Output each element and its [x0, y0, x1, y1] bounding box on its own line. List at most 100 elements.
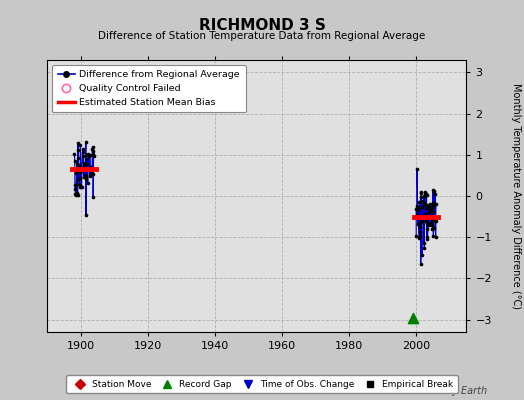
Point: [430, 188, 439, 194]
Point: [422, 205, 430, 211]
Point: [416, 229, 424, 236]
Point: [428, 217, 436, 224]
Point: [89, 153, 97, 159]
Point: [414, 212, 422, 219]
Point: [73, 167, 82, 174]
Point: [88, 171, 96, 178]
Point: [418, 204, 426, 210]
Point: [426, 201, 434, 207]
Point: [74, 140, 82, 146]
Point: [431, 218, 439, 224]
Point: [76, 142, 84, 149]
Point: [416, 233, 424, 240]
Point: [76, 169, 84, 176]
Point: [417, 261, 425, 267]
Y-axis label: Monthly Temperature Anomaly Difference (°C): Monthly Temperature Anomaly Difference (…: [511, 83, 521, 309]
Point: [423, 236, 432, 243]
Point: [89, 194, 97, 200]
Point: [73, 192, 82, 198]
Point: [415, 235, 423, 242]
Point: [420, 193, 428, 200]
Point: [420, 200, 429, 206]
Point: [82, 175, 90, 182]
Point: [425, 222, 433, 228]
Point: [429, 199, 437, 206]
Point: [89, 150, 97, 157]
Point: [428, 222, 436, 228]
Point: [428, 226, 436, 232]
Text: Berkeley Earth: Berkeley Earth: [415, 386, 487, 396]
Point: [86, 170, 95, 176]
Point: [73, 189, 81, 196]
Point: [75, 162, 83, 168]
Point: [71, 182, 79, 188]
Point: [414, 204, 422, 210]
Point: [426, 213, 434, 219]
Point: [77, 167, 85, 174]
Point: [81, 171, 89, 178]
Point: [415, 206, 423, 212]
Point: [429, 209, 437, 215]
Point: [78, 184, 86, 190]
Point: [425, 203, 433, 210]
Point: [71, 186, 79, 192]
Point: [72, 192, 80, 198]
Point: [73, 181, 81, 188]
Point: [80, 163, 89, 169]
Point: [413, 207, 422, 213]
Point: [427, 220, 435, 226]
Point: [74, 177, 82, 183]
Point: [424, 209, 433, 215]
Point: [414, 221, 422, 227]
Point: [430, 225, 439, 232]
Point: [427, 204, 435, 210]
Point: [417, 193, 425, 200]
Point: [422, 192, 431, 198]
Point: [422, 220, 431, 227]
Point: [419, 240, 428, 246]
Point: [80, 173, 89, 180]
Point: [75, 184, 84, 190]
Point: [423, 219, 431, 226]
Point: [85, 172, 94, 179]
Point: [413, 166, 421, 172]
Point: [413, 215, 422, 221]
Point: [412, 203, 421, 209]
Point: [418, 218, 427, 224]
Point: [82, 152, 91, 158]
Point: [419, 201, 428, 208]
Point: [425, 207, 433, 214]
Point: [429, 187, 437, 193]
Point: [71, 157, 79, 164]
Point: [428, 204, 436, 211]
Text: RICHMOND 3 S: RICHMOND 3 S: [199, 18, 325, 33]
Point: [73, 147, 82, 153]
Point: [429, 233, 438, 240]
Point: [83, 180, 92, 186]
Point: [73, 154, 82, 161]
Point: [425, 220, 434, 227]
Point: [88, 146, 96, 152]
Point: [82, 212, 90, 218]
Point: [421, 210, 430, 217]
Point: [82, 139, 90, 146]
Point: [409, 314, 417, 321]
Text: Difference of Station Temperature Data from Regional Average: Difference of Station Temperature Data f…: [99, 31, 425, 41]
Point: [85, 152, 94, 159]
Point: [87, 164, 95, 170]
Point: [71, 190, 80, 197]
Point: [89, 170, 97, 177]
Point: [412, 206, 420, 212]
Point: [73, 161, 81, 167]
Point: [80, 160, 89, 166]
Point: [420, 244, 429, 251]
Point: [86, 166, 94, 172]
Point: [82, 173, 91, 179]
Point: [415, 199, 423, 206]
Point: [423, 234, 431, 241]
Point: [76, 175, 84, 182]
Point: [70, 150, 79, 157]
Point: [80, 174, 88, 180]
Legend: Station Move, Record Gap, Time of Obs. Change, Empirical Break: Station Move, Record Gap, Time of Obs. C…: [67, 376, 457, 394]
Point: [431, 201, 439, 207]
